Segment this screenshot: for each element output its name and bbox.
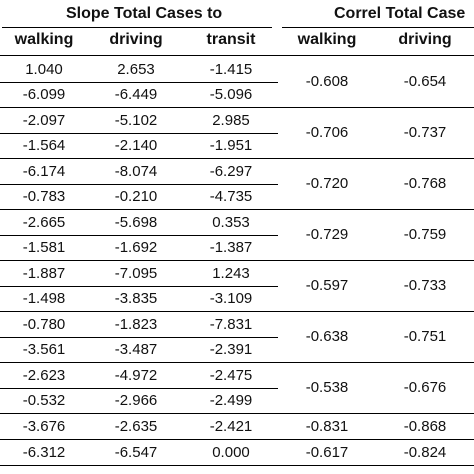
- correl-driving-cell: -0.654: [403, 73, 447, 90]
- slope-transit-cell: 2.985: [212, 112, 250, 129]
- slope-driving-cell: -2.966: [114, 392, 158, 409]
- slope-walking-cell: -3.561: [22, 341, 66, 358]
- slope-walking-cell: -3.676: [22, 418, 66, 435]
- slope-transit-cell: -6.297: [209, 163, 253, 180]
- slope-walking-cell: -1.581: [22, 239, 66, 256]
- column-header-slope-transit: transit: [206, 31, 256, 48]
- slope-walking-cell: -6.174: [22, 163, 66, 180]
- correl-group-header: Correl Total Case: [334, 5, 466, 22]
- slope-walking-cell: -0.780: [22, 316, 66, 333]
- correl-walking-cell: -0.608: [305, 73, 349, 90]
- slope-driving-cell: -6.547: [114, 444, 158, 461]
- slope-group-underline: [2, 27, 272, 28]
- slope-walking-cell: -2.665: [22, 214, 66, 231]
- group-divider: [0, 209, 474, 210]
- slope-transit-cell: 0.353: [212, 214, 250, 231]
- group-divider: [0, 362, 474, 363]
- group-divider: [0, 158, 474, 159]
- slope-walking-cell: -2.097: [22, 112, 66, 129]
- column-header-slope-driving: driving: [109, 31, 163, 48]
- slope-transit-cell: -2.421: [209, 418, 253, 435]
- slope-driving-cell: -6.449: [114, 86, 158, 103]
- slope-transit-cell: -1.387: [209, 239, 253, 256]
- correl-driving-cell: -0.868: [403, 418, 447, 435]
- correl-driving-cell: -0.768: [403, 175, 447, 192]
- group-divider: [0, 439, 474, 440]
- slope-driving-cell: -1.823: [114, 316, 158, 333]
- correl-driving-cell: -0.751: [403, 328, 447, 345]
- group-divider: [0, 465, 474, 466]
- slope-transit-cell: -2.475: [209, 367, 253, 384]
- correl-driving-cell: -0.759: [403, 226, 447, 243]
- slope-transit-cell: 0.000: [212, 444, 250, 461]
- slope-driving-cell: -5.102: [114, 112, 158, 129]
- slope-walking-cell: -6.099: [22, 86, 66, 103]
- correl-walking-cell: -0.638: [305, 328, 349, 345]
- slope-transit-cell: -1.951: [209, 137, 253, 154]
- slope-walking-cell: -1.887: [22, 265, 66, 282]
- group-divider: [0, 107, 474, 108]
- correl-driving-cell: -0.733: [403, 277, 447, 294]
- group-divider: [0, 413, 474, 414]
- correl-walking-cell: -0.729: [305, 226, 349, 243]
- correl-walking-cell: -0.617: [305, 444, 349, 461]
- correl-walking-cell: -0.720: [305, 175, 349, 192]
- slope-driving-cell: -7.095: [114, 265, 158, 282]
- slope-group-header: Slope Total Cases to: [66, 5, 223, 22]
- slope-walking-cell: -0.532: [22, 392, 66, 409]
- column-header-correl-driving: driving: [398, 31, 452, 48]
- header-rule: [0, 55, 474, 56]
- slope-driving-cell: -2.635: [114, 418, 158, 435]
- row-divider: [0, 184, 278, 185]
- slope-driving-cell: -2.140: [114, 137, 158, 154]
- slope-transit-cell: -1.415: [209, 61, 253, 78]
- slope-transit-cell: -2.391: [209, 341, 253, 358]
- group-divider: [0, 260, 474, 261]
- correl-walking-cell: -0.706: [305, 124, 349, 141]
- row-divider: [0, 388, 278, 389]
- slope-driving-cell: -0.210: [114, 188, 158, 205]
- slope-transit-cell: -2.499: [209, 392, 253, 409]
- slope-driving-cell: -1.692: [114, 239, 158, 256]
- slope-driving-cell: -3.835: [114, 290, 158, 307]
- row-divider: [0, 286, 278, 287]
- column-header-correl-walking: walking: [297, 31, 357, 48]
- correl-walking-cell: -0.538: [305, 379, 349, 396]
- slope-transit-cell: 1.243: [212, 265, 250, 282]
- correl-walking-cell: -0.831: [305, 418, 349, 435]
- correl-walking-cell: -0.597: [305, 277, 349, 294]
- group-divider: [0, 311, 474, 312]
- correl-driving-cell: -0.737: [403, 124, 447, 141]
- slope-driving-cell: 2.653: [117, 61, 155, 78]
- slope-transit-cell: -4.735: [209, 188, 253, 205]
- correl-driving-cell: -0.824: [403, 444, 447, 461]
- slope-walking-cell: -1.564: [22, 137, 66, 154]
- slope-transit-cell: -3.109: [209, 290, 253, 307]
- slope-driving-cell: -3.487: [114, 341, 158, 358]
- row-divider: [0, 133, 278, 134]
- correl-group-underline: [282, 27, 474, 28]
- slope-walking-cell: -2.623: [22, 367, 66, 384]
- slope-driving-cell: -4.972: [114, 367, 158, 384]
- slope-driving-cell: -8.074: [114, 163, 158, 180]
- slope-walking-cell: -1.498: [22, 290, 66, 307]
- slope-walking-cell: -6.312: [22, 444, 66, 461]
- correl-driving-cell: -0.676: [403, 379, 447, 396]
- row-divider: [0, 235, 278, 236]
- row-divider: [0, 82, 278, 83]
- slope-driving-cell: -5.698: [114, 214, 158, 231]
- slope-walking-cell: -0.783: [22, 188, 66, 205]
- slope-transit-cell: -7.831: [209, 316, 253, 333]
- slope-walking-cell: 1.040: [25, 61, 63, 78]
- row-divider: [0, 337, 278, 338]
- column-header-slope-walking: walking: [14, 31, 74, 48]
- slope-transit-cell: -5.096: [209, 86, 253, 103]
